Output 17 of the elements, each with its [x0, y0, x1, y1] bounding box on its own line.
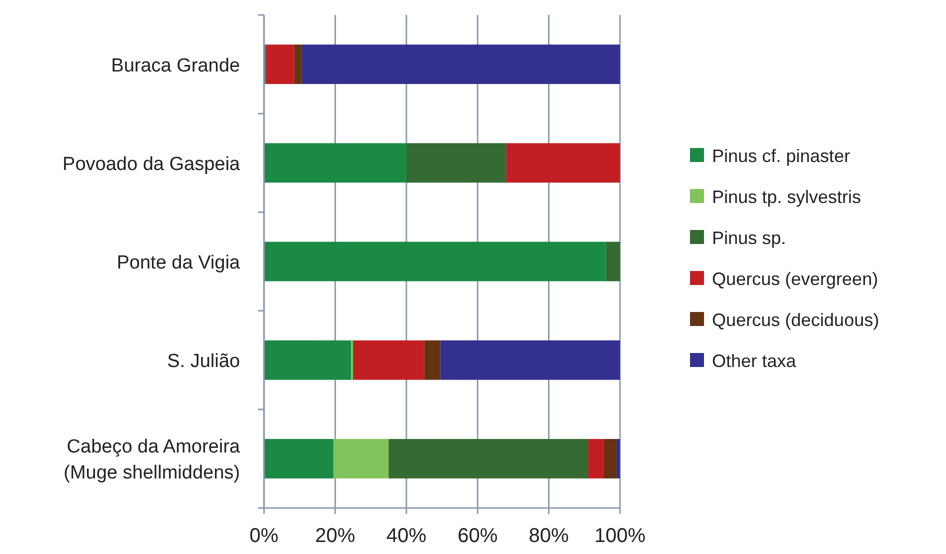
- y-tick-label: Povoado da Gaspeia: [62, 154, 240, 175]
- x-tick-label: 60%: [458, 525, 498, 547]
- x-tick-label: 80%: [528, 525, 570, 547]
- legend-label: Quercus (evergreen): [712, 269, 878, 289]
- x-tick-label: 20%: [315, 525, 356, 547]
- legend-label: Pinus sp.: [712, 228, 786, 248]
- y-tick-label: Buraca Grande: [111, 55, 240, 76]
- legend-label: Pinus cf. pinaster: [712, 146, 850, 166]
- x-tick-label: 0%: [250, 525, 279, 547]
- x-tick-label: 40%: [386, 525, 427, 547]
- y-tick-label: S. Julião: [167, 351, 240, 372]
- y-tick-label: Ponte da Vigia: [116, 252, 240, 274]
- x-tick-label: 100%: [594, 525, 646, 547]
- legend-label: Other taxa: [712, 351, 798, 371]
- legend-label: Quercus (deciduous): [712, 310, 880, 330]
- y-tick-label: Cabeço da Amoreira (Muge shellmiddens): [64, 436, 240, 484]
- legend-label: Pinus tp. sylvestris: [712, 187, 862, 207]
